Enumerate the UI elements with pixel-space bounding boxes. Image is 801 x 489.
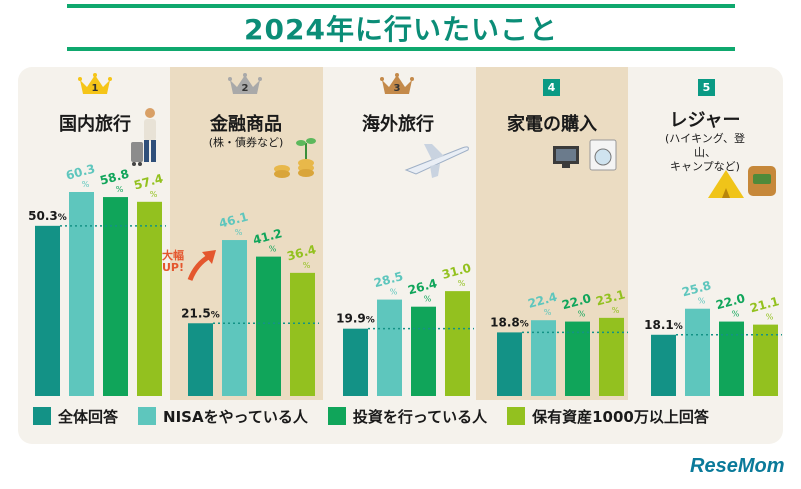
data-unit-3-3: % (424, 295, 432, 304)
crown-gold-icon (78, 73, 112, 94)
bar-4-1 (497, 332, 522, 396)
data-label-5-4: 21.1 (748, 294, 780, 315)
appliances-icon (553, 139, 617, 171)
airplane-icon (404, 144, 469, 178)
data-label-1-1: 50.3% (28, 209, 67, 223)
data-label-5-2: 25.8 (680, 278, 712, 299)
up-arrow-icon (187, 250, 216, 281)
data-label-2-2: 46.1 (217, 210, 249, 231)
legend-label-nisa: NISAをやっている人 (163, 407, 308, 426)
legend-swatch-all (33, 407, 51, 425)
data-unit-5-4: % (766, 313, 774, 322)
bar-3-2 (377, 299, 402, 396)
category-sub-2: (株・債券など) (208, 136, 284, 149)
data-label-3-3: 26.4 (406, 276, 438, 297)
bar-5-4 (753, 324, 778, 396)
data-unit-4-4: % (612, 306, 620, 315)
traveler-icon (131, 108, 156, 166)
data-label-3-1: 19.9% (336, 312, 375, 326)
category-name-2: 金融商品 (210, 114, 282, 135)
rank-number-3: 3 (393, 83, 401, 94)
data-label-4-1: 18.8% (490, 315, 529, 329)
data-label-1-4: 57.4 (132, 171, 164, 192)
data-unit-2-3: % (269, 245, 277, 254)
legend-swatch-asset (507, 407, 526, 425)
data-label-2-3: 41.2 (251, 226, 283, 247)
data-label-4-4: 23.1 (594, 287, 626, 308)
rank-badge-5: 5 (698, 79, 715, 96)
data-unit-4-2: % (544, 308, 552, 317)
data-label-3-4: 31.0 (440, 261, 472, 282)
bar-3-3 (411, 306, 436, 396)
bar-4-4 (599, 317, 624, 396)
bar-3-4 (445, 291, 470, 396)
data-label-4-2: 22.4 (526, 290, 558, 311)
rank-number-2: 2 (241, 83, 249, 94)
legend: 全体回答 NISAをやっている人 投資を行っている人 保有資産1000万以上回答 (33, 403, 723, 429)
legend-label-invest: 投資を行っている人 (352, 407, 488, 426)
category-name-4: 家電の購入 (507, 114, 597, 135)
data-unit-1-4: % (150, 190, 158, 199)
camping-icon (708, 166, 776, 198)
bar-1-1 (35, 225, 60, 396)
big-up-annotation: 大幅 UP! (162, 249, 185, 274)
data-unit-4-3: % (578, 310, 586, 319)
data-unit-2-2: % (235, 228, 243, 237)
data-label-4-3: 22.0 (560, 291, 592, 312)
chart-title: 2024年に行いたいこと (244, 12, 558, 46)
bar-2-4 (290, 272, 315, 396)
data-label-5-3: 22.0 (714, 291, 746, 312)
bar-2-2 (222, 240, 247, 396)
legend-item-nisa: NISAをやっている人 (138, 406, 308, 427)
bar-1-4 (137, 201, 162, 396)
data-label-2-1: 21.5% (181, 306, 220, 320)
category-sub-5: (ハイキング、登山、 キャンプなど) (665, 132, 745, 173)
data-label-2-4: 36.4 (285, 242, 317, 263)
crown-silver-icon (228, 73, 262, 94)
bar-2-1 (188, 323, 213, 396)
title-banner: 2024年に行いたいこと (67, 4, 735, 51)
coins-plant-icon (274, 138, 316, 178)
data-label-5-1: 18.1% (644, 318, 683, 332)
legend-swatch-invest (327, 407, 346, 425)
data-unit-5-3: % (732, 310, 740, 319)
bar-4-2 (531, 320, 556, 396)
bar-1-3 (103, 197, 128, 396)
data-unit-1-3: % (116, 185, 124, 194)
data-unit-3-2: % (390, 288, 398, 297)
data-label-1-2: 60.3 (64, 162, 96, 183)
rank-number-1: 1 (91, 83, 99, 94)
legend-item-invest: 投資を行っている人 (327, 406, 488, 427)
legend-item-all: 全体回答 (33, 406, 118, 427)
data-unit-1-2: % (82, 180, 90, 189)
category-name-5: レジャー (669, 110, 741, 131)
legend-swatch-nisa (138, 407, 157, 425)
legend-label-all: 全体回答 (58, 407, 119, 426)
bar-5-2 (685, 308, 710, 396)
legend-label-asset: 保有資産1000万以上回答 (532, 407, 709, 426)
bar-3-1 (343, 328, 368, 396)
bar-5-1 (651, 334, 676, 396)
legend-item-asset: 保有資産1000万以上回答 (507, 406, 709, 427)
data-label-3-2: 28.5 (372, 269, 404, 290)
data-unit-3-4: % (458, 279, 466, 288)
data-unit-5-2: % (698, 297, 706, 306)
rank-badge-4: 4 (543, 79, 560, 96)
bar-2-3 (256, 256, 281, 396)
bar-1-2 (69, 192, 94, 396)
category-name-3: 海外旅行 (362, 114, 434, 135)
category-name-1: 国内旅行 (59, 114, 131, 135)
bar-4-3 (565, 321, 590, 396)
bar-5-3 (719, 321, 744, 396)
crown-bronze-icon (380, 73, 414, 94)
data-label-1-3: 58.8 (98, 167, 130, 188)
resemom-logo: ReseMom (690, 455, 785, 477)
data-unit-2-4: % (303, 261, 311, 270)
